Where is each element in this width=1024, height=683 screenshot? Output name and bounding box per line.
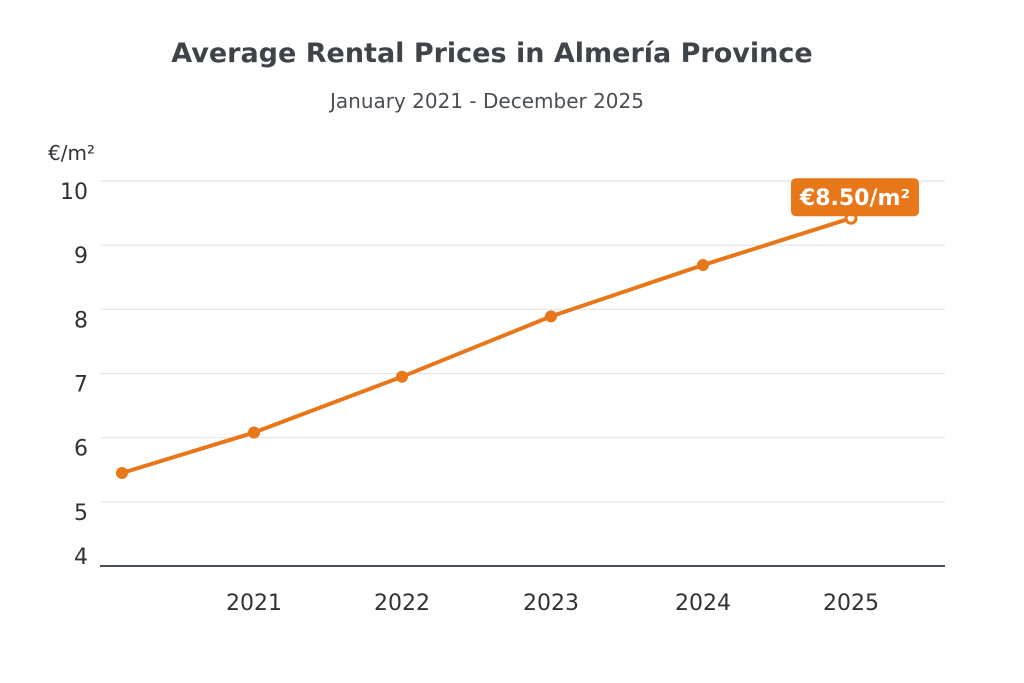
callout-box bbox=[791, 178, 919, 217]
x-tick-label: 2022 bbox=[374, 591, 430, 616]
x-tick-label: 2021 bbox=[226, 591, 282, 616]
data-point bbox=[697, 259, 709, 272]
y-tick-label: 7 bbox=[74, 373, 88, 398]
y-tick-label: 9 bbox=[74, 244, 88, 269]
y-tick-label: 10 bbox=[60, 180, 88, 205]
x-tick-label: 2024 bbox=[675, 591, 731, 616]
chart-title: Average Rental Prices in Almería Provinc… bbox=[171, 38, 813, 69]
data-point bbox=[545, 310, 557, 323]
series-line bbox=[121, 216, 852, 475]
y-axis-label: €/m² bbox=[48, 141, 95, 165]
data-point bbox=[396, 370, 408, 383]
x-tick-label: 2025 bbox=[823, 591, 879, 616]
x-tick-label: 2023 bbox=[523, 591, 579, 616]
y-tick-label: 4 bbox=[74, 545, 88, 570]
value-callout: €8.50/m² bbox=[791, 178, 919, 217]
chart-subtitle: January 2021 - December 2025 bbox=[330, 89, 644, 113]
data-point bbox=[116, 466, 128, 479]
data-point bbox=[248, 426, 260, 439]
y-tick-label: 8 bbox=[74, 308, 88, 333]
y-tick-label: 6 bbox=[74, 437, 88, 462]
callout-text: €8.50/m² bbox=[799, 186, 910, 211]
y-tick-label: 5 bbox=[74, 501, 88, 526]
